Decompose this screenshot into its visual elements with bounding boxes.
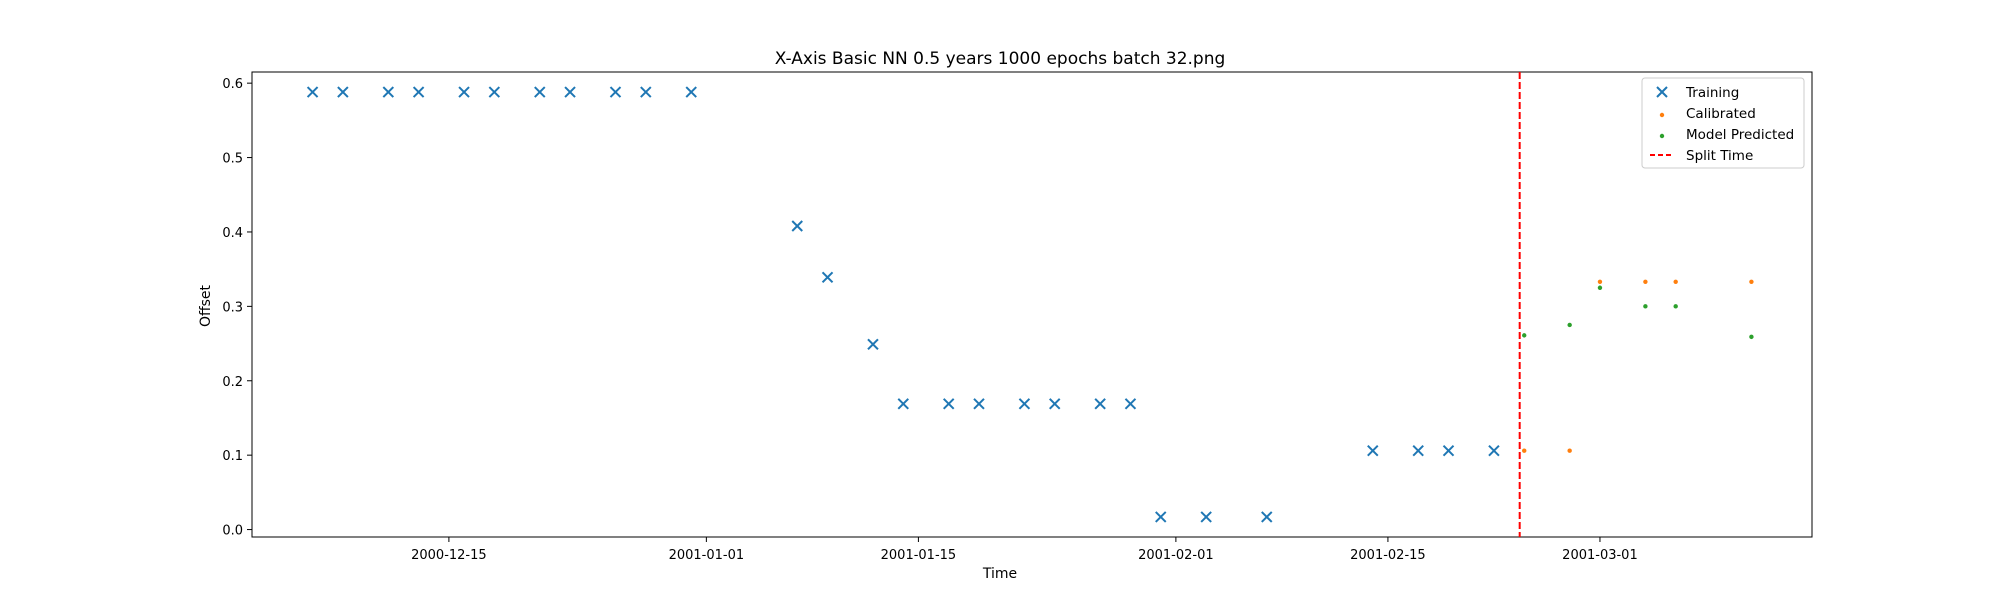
training-point bbox=[897, 398, 909, 410]
x-tick-label: 2001-03-01 bbox=[1562, 548, 1638, 563]
legend-model-predicted-label: Model Predicted bbox=[1686, 127, 1794, 143]
legend-split-time-label: Split Time bbox=[1686, 148, 1753, 164]
training-point bbox=[1200, 511, 1212, 523]
legend-calibrated-marker bbox=[1659, 112, 1665, 118]
calibrated-point bbox=[1749, 279, 1754, 285]
x-tick-label: 2001-01-15 bbox=[881, 548, 957, 563]
legend-box bbox=[1641, 77, 1805, 169]
model-predicted-point bbox=[1567, 322, 1572, 328]
calibrated-point bbox=[1673, 279, 1678, 285]
calibrated-point bbox=[1597, 279, 1603, 285]
y-tick-label: 0.3 bbox=[222, 300, 243, 315]
training-point bbox=[412, 86, 425, 98]
training-point bbox=[973, 398, 985, 410]
calibrated-point bbox=[1643, 279, 1648, 285]
training-point bbox=[1124, 398, 1137, 410]
y-tick-label: 0.6 bbox=[222, 77, 243, 92]
training-point bbox=[382, 86, 395, 98]
training-point bbox=[1094, 398, 1106, 410]
training-point bbox=[458, 86, 470, 98]
model-predicted-point bbox=[1673, 304, 1678, 309]
y-tick-label: 0.5 bbox=[222, 152, 243, 167]
training-point bbox=[337, 86, 349, 98]
y-tick-label: 0.1 bbox=[222, 449, 243, 464]
model-predicted-point bbox=[1597, 285, 1603, 290]
training-point bbox=[1049, 398, 1061, 410]
training-point bbox=[1412, 444, 1424, 457]
training-point bbox=[791, 220, 803, 232]
training-point bbox=[564, 86, 576, 98]
training-point bbox=[867, 338, 879, 351]
x-tick-label: 2001-02-01 bbox=[1138, 548, 1214, 563]
x-tick-label: 2001-02-15 bbox=[1350, 548, 1426, 563]
x-tick-label: 2000-12-15 bbox=[411, 548, 487, 563]
x-tick-label: 2001-01-01 bbox=[669, 548, 745, 563]
training-point bbox=[1018, 398, 1031, 410]
legend-training-marker bbox=[1656, 86, 1668, 98]
model-predicted-point bbox=[1643, 304, 1648, 309]
y-tick-label: 0.0 bbox=[222, 524, 243, 539]
legend-training-label: Training bbox=[1685, 85, 1739, 101]
training-point bbox=[1442, 444, 1455, 457]
training-point bbox=[534, 86, 546, 98]
chart-title: X-Axis Basic NN 0.5 years 1000 epochs ba… bbox=[775, 49, 1226, 69]
training-point bbox=[1367, 444, 1379, 457]
training-point bbox=[1155, 511, 1167, 523]
training-point bbox=[488, 86, 501, 98]
training-point bbox=[685, 86, 697, 98]
training-point bbox=[609, 86, 622, 98]
y-axis-label: Offset bbox=[198, 284, 214, 327]
model-predicted-point bbox=[1522, 333, 1527, 338]
plot-area: 2000-12-15 2001-01-01 2001-01-15 2001-02-01… bbox=[222, 71, 1813, 563]
training-point bbox=[640, 86, 652, 98]
legend-model-predicted-marker bbox=[1659, 133, 1665, 139]
x-axis-label: Time bbox=[982, 566, 1017, 582]
y-tick-label: 0.4 bbox=[222, 226, 243, 241]
training-point bbox=[1261, 511, 1273, 523]
legend-calibrated-label: Calibrated bbox=[1686, 106, 1756, 122]
training-point bbox=[1488, 444, 1500, 457]
training-point bbox=[306, 86, 319, 98]
model-predicted-point bbox=[1749, 334, 1754, 340]
calibrated-point bbox=[1567, 448, 1572, 453]
legend: Training Calibrated Model Predicted Split T… bbox=[1641, 77, 1805, 169]
training-point bbox=[942, 398, 955, 410]
axes-frame bbox=[251, 71, 1813, 538]
calibrated-point bbox=[1522, 448, 1527, 453]
y-tick-label: 0.2 bbox=[222, 375, 243, 390]
training-point bbox=[821, 271, 834, 284]
